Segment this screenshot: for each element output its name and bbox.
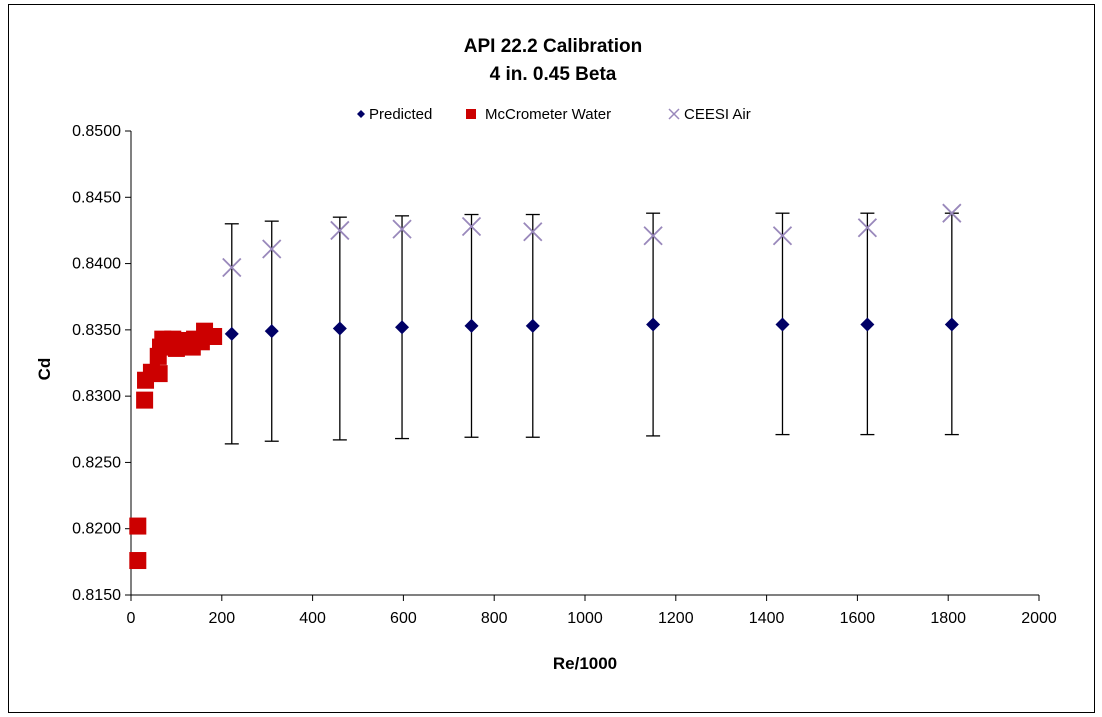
point-mccrometer-water	[136, 391, 154, 409]
point-ceesi-air	[523, 222, 543, 242]
cross-stroke	[461, 216, 482, 237]
y-tick-label: 0.8350	[72, 322, 121, 339]
series-ceesi-air	[222, 203, 962, 278]
y-tick-label: 0.8450	[72, 189, 121, 206]
y-tick-label: 0.8150	[72, 587, 121, 604]
legend-label-mccrometer-water: McCrometer Water	[485, 106, 611, 123]
chart-title-line-2: 4 in. 0.45 Beta	[490, 64, 617, 85]
legend-marker-mccrometer-water	[466, 109, 476, 119]
cross-stroke	[222, 257, 242, 278]
series-predicted	[224, 317, 959, 341]
y-axis-ticks: 0.8150 0.8200 0.8250 0.8300 0.8350 0.8400 0.84…	[72, 123, 131, 604]
x-tick-label: 400	[299, 610, 326, 627]
point-predicted	[332, 321, 347, 336]
point-ceesi-air	[392, 219, 412, 239]
x-tick-label: 800	[481, 610, 508, 627]
point-ceesi-air	[222, 257, 242, 278]
legend: Predicted McCrometer Water CEESI Air	[357, 106, 751, 123]
cross-stroke	[523, 222, 543, 242]
legend-marker-predicted	[357, 110, 365, 118]
cross-stroke	[942, 203, 962, 223]
legend-marker-ceesi-air	[668, 108, 680, 120]
x-axis-ticks: 0 200 400 600 800 1000 1200 1400 1600 1800 2000	[127, 595, 1057, 627]
x-tick-label: 1800	[930, 610, 966, 627]
legend-label-ceesi-air: CEESI Air	[684, 106, 751, 123]
x-tick-label: 1600	[840, 610, 876, 627]
point-ceesi-air	[857, 218, 878, 238]
series-mccrometer-water	[129, 322, 223, 570]
y-axis-title: Cd	[35, 358, 54, 381]
point-predicted	[525, 318, 540, 333]
cross-stroke	[857, 218, 878, 238]
x-tick-label: 1000	[567, 610, 603, 627]
point-predicted	[395, 320, 410, 335]
y-tick-label: 0.8400	[72, 256, 121, 273]
cross-stroke	[392, 219, 412, 239]
cross-stroke	[772, 226, 793, 246]
x-tick-label: 600	[390, 610, 417, 627]
x-tick-label: 200	[208, 610, 235, 627]
axes	[130, 131, 1039, 596]
point-ceesi-air	[772, 226, 793, 246]
x-tick-label: 1200	[658, 610, 694, 627]
point-predicted	[860, 317, 875, 332]
y-tick-label: 0.8250	[72, 454, 121, 471]
y-tick-label: 0.8300	[72, 388, 121, 405]
x-tick-label: 1400	[749, 610, 785, 627]
point-ceesi-air	[461, 216, 482, 237]
point-ceesi-air	[262, 239, 282, 259]
point-mccrometer-water	[150, 365, 168, 383]
legend-label-predicted: Predicted	[369, 106, 432, 123]
cross-stroke	[643, 226, 663, 246]
point-predicted	[646, 317, 661, 332]
point-mccrometer-water	[129, 552, 147, 570]
y-tick-label: 0.8500	[72, 123, 121, 140]
point-mccrometer-water	[129, 517, 147, 535]
x-tick-label: 2000	[1021, 610, 1057, 627]
point-predicted	[464, 318, 479, 333]
point-ceesi-air	[330, 220, 350, 241]
point-mccrometer-water	[205, 327, 223, 345]
y-tick-label: 0.8200	[72, 521, 121, 538]
point-predicted	[264, 324, 279, 339]
point-ceesi-air	[942, 203, 962, 223]
cross-stroke	[330, 220, 350, 241]
x-axis-title: Re/1000	[553, 654, 617, 673]
chart-title-line-1: API 22.2 Calibration	[464, 36, 642, 57]
cross-stroke	[262, 239, 282, 259]
point-predicted	[224, 326, 239, 341]
point-predicted	[944, 317, 959, 332]
x-tick-label: 0	[127, 610, 136, 627]
point-ceesi-air	[643, 226, 663, 246]
point-predicted	[775, 317, 790, 332]
